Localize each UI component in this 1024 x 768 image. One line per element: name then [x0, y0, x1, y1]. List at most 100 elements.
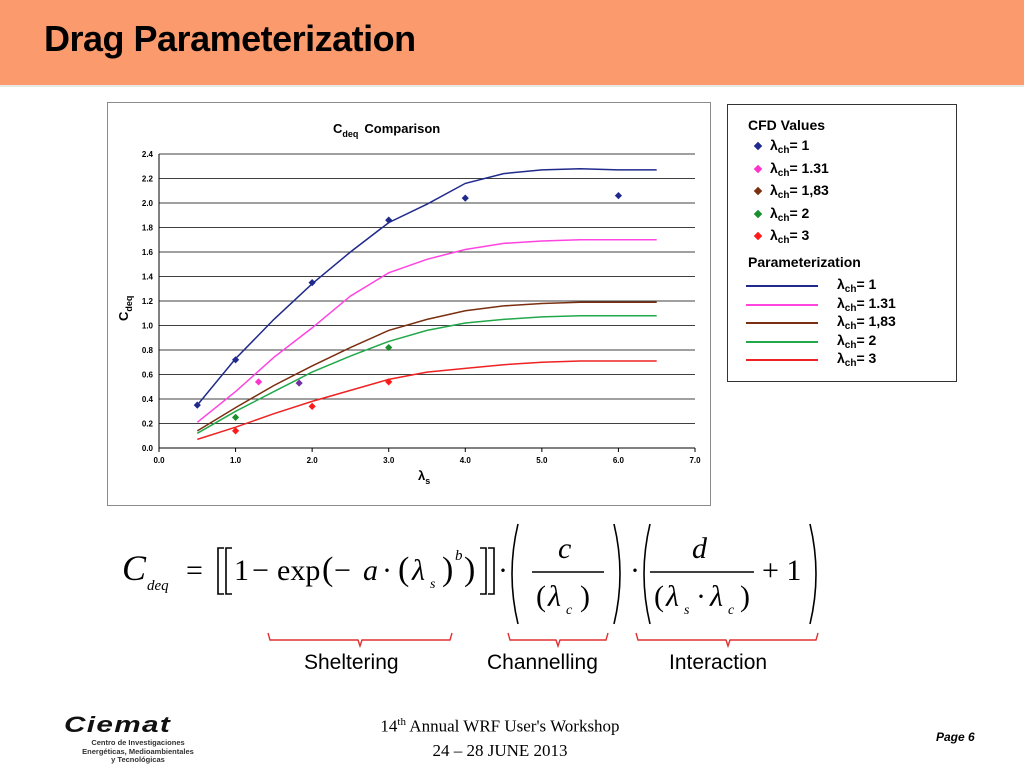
brace-sheltering — [267, 632, 453, 649]
label-interaction: Interaction — [669, 651, 768, 674]
formula-d-num: d — [692, 532, 708, 565]
y-tick-label: 2.2 — [142, 175, 154, 184]
x-axis-label: λs — [418, 468, 430, 486]
brace-channelling — [507, 632, 609, 649]
param-line-3 — [196, 301, 657, 432]
logo-line2: Energéticas, Medioambientales — [82, 746, 194, 756]
label-sheltering: Sheltering — [304, 651, 399, 674]
y-tick-label: 1.8 — [142, 224, 154, 233]
legend-cfd-marker-2 — [753, 164, 763, 173]
formula-sub-c2: c — [728, 603, 735, 618]
y-tick-label: 1.2 — [142, 297, 154, 306]
x-tick-label: 7.0 — [689, 456, 701, 465]
svg-text:): ) — [442, 551, 453, 588]
y-tick-label: 1.0 — [142, 322, 154, 331]
cfd-point-5 — [308, 402, 316, 410]
x-tick-label: 6.0 — [613, 456, 625, 465]
formula-one: 1 — [234, 554, 249, 587]
title-bar: Drag Parameterization — [0, 0, 1024, 87]
legend-cfd-marker-5 — [753, 231, 763, 241]
x-tick-label: 3.0 — [383, 456, 395, 465]
formula-sub-s2: s — [684, 603, 690, 618]
formula-dot-2: · — [498, 554, 508, 587]
chart-frame: 0.0 0.2 0.4 0.6 0.8 1.0 1.2 1.4 1.6 1.8 2.0 2.2 2.4 0… — [107, 102, 711, 506]
legend-param-line-3 — [746, 322, 818, 324]
param-line-1 — [196, 167, 657, 406]
formula-lambda-c: λ — [547, 580, 561, 613]
cfd-point-1 — [308, 279, 316, 287]
svg-text:): ) — [740, 580, 750, 613]
formula-lhs-sub: deq — [147, 578, 169, 594]
annotation-braces — [267, 632, 819, 649]
x-tick-label: 2.0 — [307, 456, 319, 465]
formula-power-b: b — [455, 548, 463, 564]
formula-a: a — [363, 554, 378, 587]
formula-c-num: c — [558, 532, 571, 565]
legend-param-heading: Parameterization — [748, 254, 861, 270]
y-tick-label: 0.8 — [142, 346, 154, 355]
legend-cfd-label-3: λch= 1,83 — [770, 182, 829, 201]
logo-name: Ciemat — [64, 712, 172, 737]
cdeq-comparison-chart: 0.0 0.2 0.4 0.6 0.8 1.0 1.2 1.4 1.6 1.8 2.0 2.2 2.4 0… — [116, 121, 701, 486]
y-tick-label: 0.2 — [142, 420, 154, 429]
svg-text:(: ( — [536, 580, 546, 613]
formula-dot-3: · — [630, 554, 640, 587]
formula-exp: exp — [277, 554, 320, 587]
x-tick-label: 1.0 — [230, 456, 242, 465]
legend-param-line-4 — [746, 340, 818, 343]
y-tick-label: 2.0 — [142, 199, 154, 208]
cfd-point-5 — [231, 427, 240, 435]
formula-lambda-s: λ — [411, 554, 425, 587]
footer-ordinal-sup: th — [397, 716, 406, 728]
formula-sub-c: c — [566, 603, 573, 618]
legend-cfd-label-4: λch= 2 — [770, 204, 810, 224]
formula-equals: = — [186, 554, 203, 587]
ciemat-logo: Ciemat Centro de Investigaciones Energét… — [58, 712, 218, 764]
formula-lambda-c2: λ — [709, 580, 723, 613]
legend-param-label-4: λch= 2 — [837, 331, 877, 351]
svg-text:): ) — [580, 580, 590, 613]
legend-cfd-label-1: λch= 1 — [770, 137, 810, 156]
chart-title: Cdeq Comparison — [333, 121, 440, 139]
svg-text:(: ( — [398, 551, 409, 588]
cfd-point-5 — [385, 378, 393, 386]
y-tick-label: 2.4 — [142, 150, 154, 159]
legend-param-label-1: λch= 1 — [837, 276, 877, 295]
legend-cfd-marker-3 — [753, 186, 763, 196]
legend-cfd-marker-4 — [753, 209, 763, 218]
x-tick-label: 5.0 — [536, 456, 548, 465]
formula-lambda-s2: λ — [665, 580, 679, 613]
y-tick-label: 0.4 — [142, 395, 154, 404]
formula-dot-4: · — [696, 580, 706, 613]
legend-param-label-3: λch= 1,83 — [837, 313, 896, 332]
formula-dot: · — [382, 554, 392, 587]
legend-param-line-2 — [746, 303, 818, 306]
chart-legend: CFD Values λch= 1 λch= 1.31 λch= 1,83 λch= … — [727, 104, 957, 382]
cfd-point-1 — [461, 194, 469, 202]
footer-line1: Annual WRF User's Workshop — [405, 716, 620, 736]
logo-line1: Centro de Investigaciones — [91, 738, 185, 747]
page-number: Page 6 — [936, 730, 975, 744]
cfd-point-1 — [231, 356, 240, 364]
x-tick-label: 0.0 — [153, 456, 165, 465]
legend-cfd-label-2: λch= 1.31 — [770, 159, 829, 179]
param-line-4 — [196, 314, 657, 434]
legend-cfd-marker-1 — [753, 141, 763, 151]
drag-formula: C deq = 1 − exp ( − a · ( λ s ) b ) · c … — [122, 523, 817, 625]
footer-text: 14th Annual WRF User's Workshop 24 – 28 … — [300, 710, 700, 763]
y-tick-label: 1.4 — [142, 273, 154, 282]
param-line-2 — [196, 239, 657, 423]
legend-param-line-5 — [746, 359, 818, 361]
formula-minus: − — [252, 554, 269, 587]
cfd-point-1 — [385, 216, 393, 224]
svg-text:): ) — [464, 551, 475, 588]
cfd-point-2 — [254, 378, 263, 386]
footer-ordinal: 14 — [380, 716, 398, 736]
legend-param-label-5: λch= 3 — [837, 350, 877, 369]
formula-minus-2: − — [334, 554, 351, 587]
legend-param-label-2: λch= 1.31 — [837, 294, 896, 314]
footer-line2: 24 – 28 JUNE 2013 — [432, 740, 568, 760]
legend-cfd-heading: CFD Values — [748, 117, 826, 133]
formula-sub-s: s — [430, 577, 436, 592]
legend-param-line-1 — [746, 285, 818, 287]
